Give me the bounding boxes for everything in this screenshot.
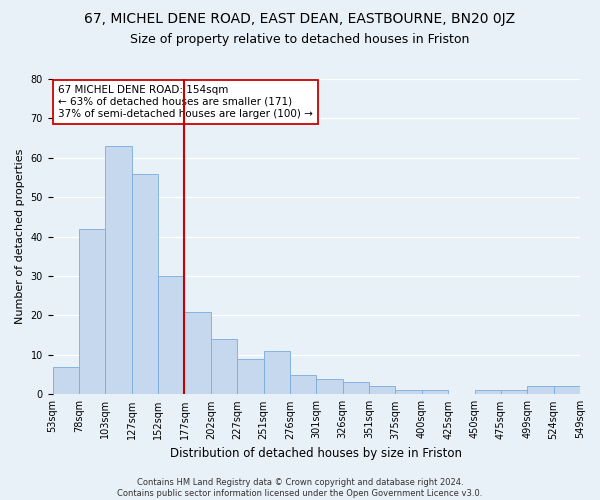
Bar [343,382,369,394]
Bar [158,276,184,394]
Text: 67 MICHEL DENE ROAD: 154sqm
← 63% of detached houses are smaller (171)
37% of se: 67 MICHEL DENE ROAD: 154sqm ← 63% of det… [58,86,313,118]
X-axis label: Distribution of detached houses by size in Friston: Distribution of detached houses by size … [170,447,463,460]
Bar [132,174,158,394]
Text: 67, MICHEL DENE ROAD, EAST DEAN, EASTBOURNE, BN20 0JZ: 67, MICHEL DENE ROAD, EAST DEAN, EASTBOU… [85,12,515,26]
Bar [369,386,395,394]
Bar [263,351,290,395]
Text: Size of property relative to detached houses in Friston: Size of property relative to detached ho… [130,32,470,46]
Bar [475,390,501,394]
Bar [106,146,132,394]
Bar [395,390,422,394]
Bar [554,386,580,394]
Bar [501,390,527,394]
Bar [237,359,263,394]
Bar [527,386,554,394]
Bar [316,378,343,394]
Bar [79,229,106,394]
Text: Contains HM Land Registry data © Crown copyright and database right 2024.
Contai: Contains HM Land Registry data © Crown c… [118,478,482,498]
Y-axis label: Number of detached properties: Number of detached properties [15,149,25,324]
Bar [211,339,237,394]
Bar [290,374,316,394]
Bar [53,366,79,394]
Bar [422,390,448,394]
Bar [184,312,211,394]
